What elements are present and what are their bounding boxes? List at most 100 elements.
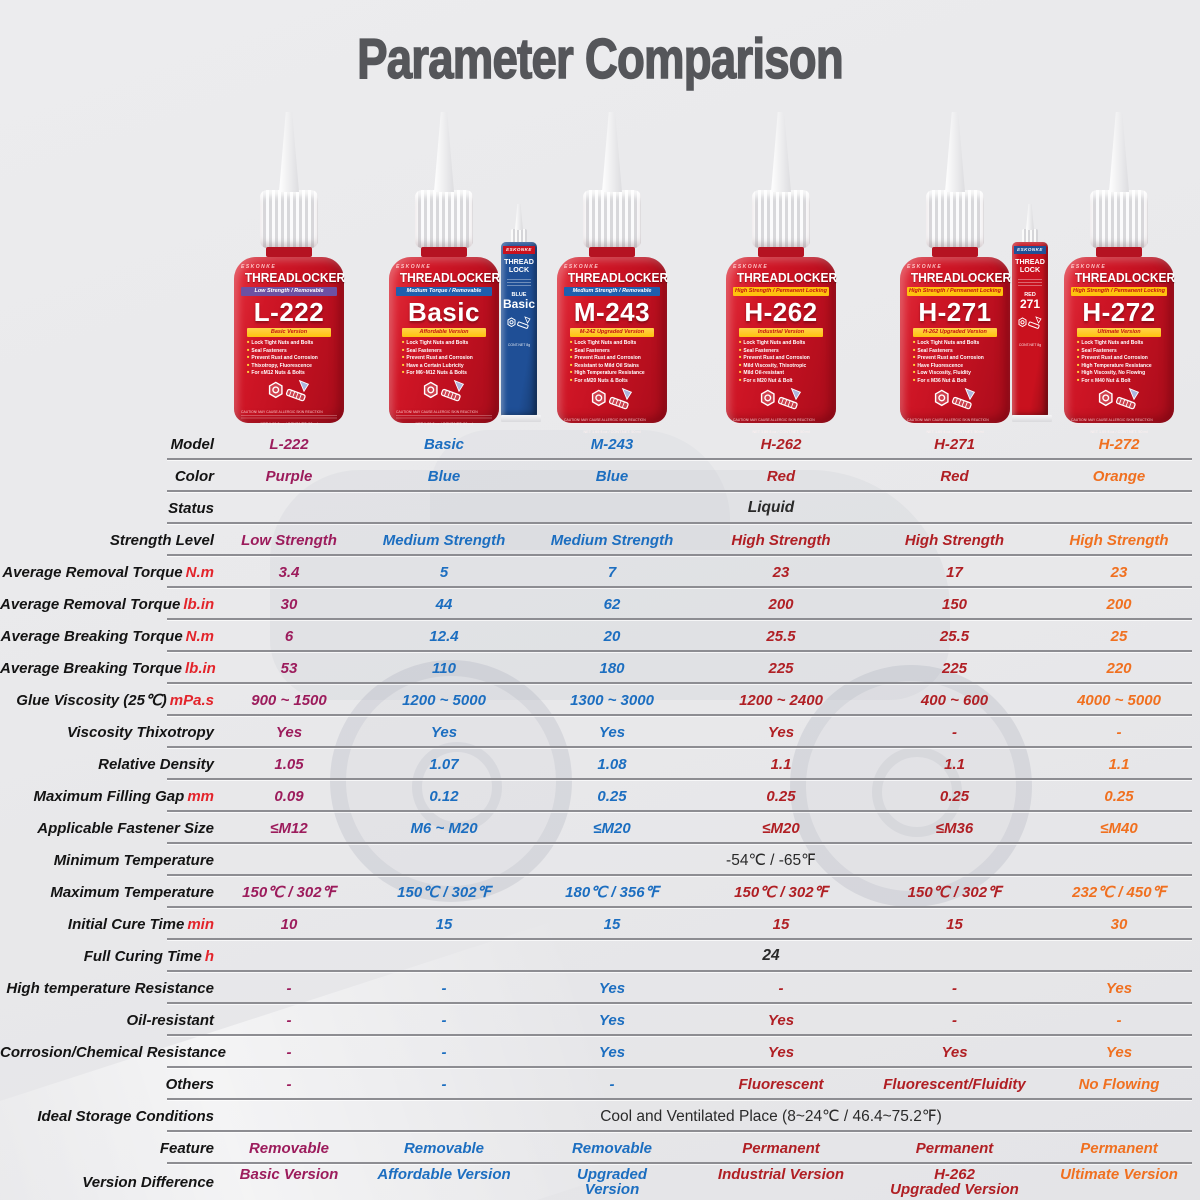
feature-bullets: Lock Tight Nuts and BoltsSeal FastenersP… [1071,339,1167,385]
strength-strip: Low Strength / Removable [241,287,337,296]
table-row: Average Breaking Torque N.m 6 12.4 20 25.5 25.… [0,620,1200,652]
value-cell: Yes [767,723,795,741]
row-label: Maximum Temperature [50,883,214,901]
row-values: - - Yes Yes - - [218,1013,1200,1028]
value-cell: Fluorescent [738,1075,824,1093]
feature-bullet: Lock Tight Nuts and Bolts [402,339,492,347]
bottle-label: ESKONKE THREADLOCKER Medium Torque / Rem… [389,257,500,426]
bottle-neck [589,247,635,257]
nut-bolt-icon [241,378,337,410]
value-cell: Industrial Version [717,1166,845,1183]
value-cell: 150 [941,595,968,613]
product-bottle: ESKONKE THREADLOCKER Medium Strength / R… [557,112,669,434]
row-label: Average Removal Torque N.m [2,563,214,581]
bottle-cap [926,190,984,248]
table-row: Color Purple Blue Blue Red Red Orange [0,460,1200,492]
span-value-cell: Cool and Ventilated Place (8~24℃ / 46.4~… [218,1107,1200,1126]
value-cell: - [778,979,784,997]
value-cell: Yes [275,723,303,741]
fine-print-lines [507,279,531,288]
row-values: L-222 Basic M-243 H-262 H-271 H-272 [218,437,1200,452]
net-weight-text: CONT.NET 8g [507,343,531,347]
row-values: 0.09 0.12 0.25 0.25 0.25 0.25 [218,789,1200,804]
strength-strip: High Strength / Permanent Locking [907,287,1003,296]
brand-text: ESKONKE [1014,246,1046,254]
strength-strip: High Strength / Permanent Locking [733,287,829,296]
fine-print-lines [907,422,1003,428]
value-cell: 23 [772,563,790,581]
value-cell: Yes [598,979,626,997]
table-row: Feature Removable Removable Removable Perman… [0,1132,1200,1164]
caution-text: CAUTION! MAY CAUSE ALLERGIC SKIN REACTIO… [241,409,323,414]
threadlocker-title: THREADLOCKER [244,270,346,285]
table-row: Average Removal Torque N.m 3.4 5 7 23 17 23 [0,556,1200,588]
feature-bullets: Lock Tight Nuts and BoltsSeal FastenersP… [396,339,492,377]
value-cell: 5 [439,563,449,581]
net-weight-text: NET 1.69 fl.oz / CONT.NET. 50 ml [260,422,318,427]
brand-text: ESKONKE [396,264,432,270]
value-cell: 4000 ~ 5000 [1077,691,1161,709]
feature-bullet: Thixotropy, Fluorescence [247,362,337,370]
fine-print-lines [241,415,337,421]
span-value-cell: 24 [218,947,1200,965]
row-label: Ideal Storage Conditions [37,1107,214,1125]
value-cell: ≤M12 [270,819,308,837]
value-cell: Fluorescent/Fluidity [883,1075,1026,1093]
tube-cap [511,229,527,243]
value-cell: Red [766,467,796,485]
strength-strip: High Strength / Permanent Locking [1071,287,1167,296]
row-values: Purple Blue Blue Red Red Orange [218,469,1200,484]
feature-bullet: Prevent Rust and Corrosion [739,354,829,362]
value-cell: Blue [427,467,461,485]
value-cell: H-262 Upgraded Version [890,1166,1019,1198]
version-strip: Ultimate Version [1077,328,1161,337]
feature-bullet: Prevent Rust and Corrosion [402,354,492,362]
value-cell: Permanent [1080,1139,1158,1157]
model-name: H-271 [918,297,992,327]
tube-label: ESKONKE THREAD LOCK RED 271 CONT.NET 8g [1012,242,1048,416]
threadlocker-title: THREADLOCKER [736,270,838,285]
table-row: Status Liquid [0,492,1200,524]
product-bottle: ESKONKE THREADLOCKER High Strength / Per… [1064,112,1175,434]
threadlocker-title: THREADLOCKER [910,270,1012,285]
value-cell: Yes [598,723,626,741]
feature-bullet: For ≤M12 Nuts & Bolts [247,369,337,377]
span-value: Cool and Ventilated Place (8~24℃ / 46.4~… [600,1107,942,1125]
table-row: Relative Density 1.05 1.07 1.08 1.1 1.1 1.1 [0,748,1200,780]
brand-text: ESKONKE [503,246,535,254]
value-cell: 12.4 [429,627,459,645]
value-cell: Yes [1105,979,1133,997]
bottle-cap [1090,190,1148,248]
row-label: Others [165,1075,214,1093]
value-cell: High Strength [731,531,831,549]
feature-bullets: Lock Tight Nuts and BoltsSeal FastenersP… [241,339,337,377]
row-label: Version Difference [82,1173,214,1191]
row-unit: lb.in [185,659,216,677]
tube-crimp [501,415,541,422]
value-cell: - [952,723,957,741]
value-cell: - [952,1011,957,1029]
threadlocker-title: THREADLOCKER [567,270,669,285]
row-label: Initial Cure Time min [67,915,214,933]
feature-bullet: Prevent Rust and Corrosion [570,354,660,362]
value-cell: H-272 [1098,435,1140,453]
value-cell: 900 ~ 1500 [251,691,327,709]
value-cell: 30 [280,595,298,613]
product-lineup: ESKONKE THREADLOCKER Low Strength / Remo… [0,0,1200,434]
tube-crimp [1012,415,1052,422]
value-cell: 15 [603,915,621,933]
brand-text: ESKONKE [1071,264,1107,270]
tube-nozzle [1026,204,1034,230]
value-cell: 0.25 [766,787,796,805]
row-label: Average Breaking Torque N.m [0,627,214,645]
value-cell: Red [940,467,969,485]
value-cell: Removable [571,1139,653,1157]
value-cell: 25 [1110,627,1128,645]
value-cell: 30 [1110,915,1128,933]
tube-label: ESKONKE THREAD LOCK BLUE Basic CONT.NET … [501,242,537,416]
value-cell: 150℃ / 302℉ [242,883,336,901]
value-cell: Permanent [915,1139,994,1157]
feature-bullet: Seal Fasteners [402,347,492,355]
feature-bullet: Prevent Rust and Corrosion [913,354,1003,362]
